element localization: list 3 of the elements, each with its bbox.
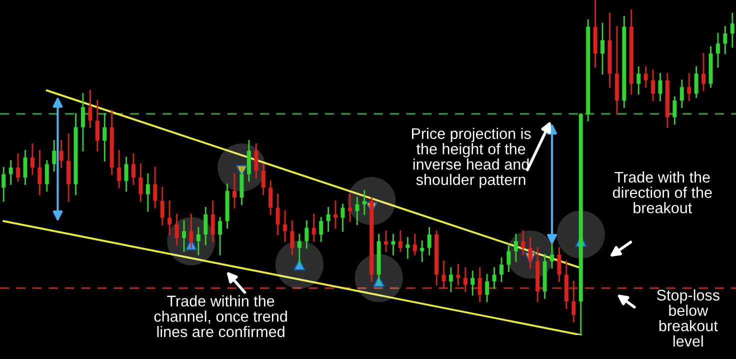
annotation: Stop-loss below breakout level [657, 289, 720, 347]
annotation: Trade with the direction of the breakout [612, 171, 712, 214]
annotation: Trade within the channel, once trend lines are confirmed [154, 295, 287, 338]
